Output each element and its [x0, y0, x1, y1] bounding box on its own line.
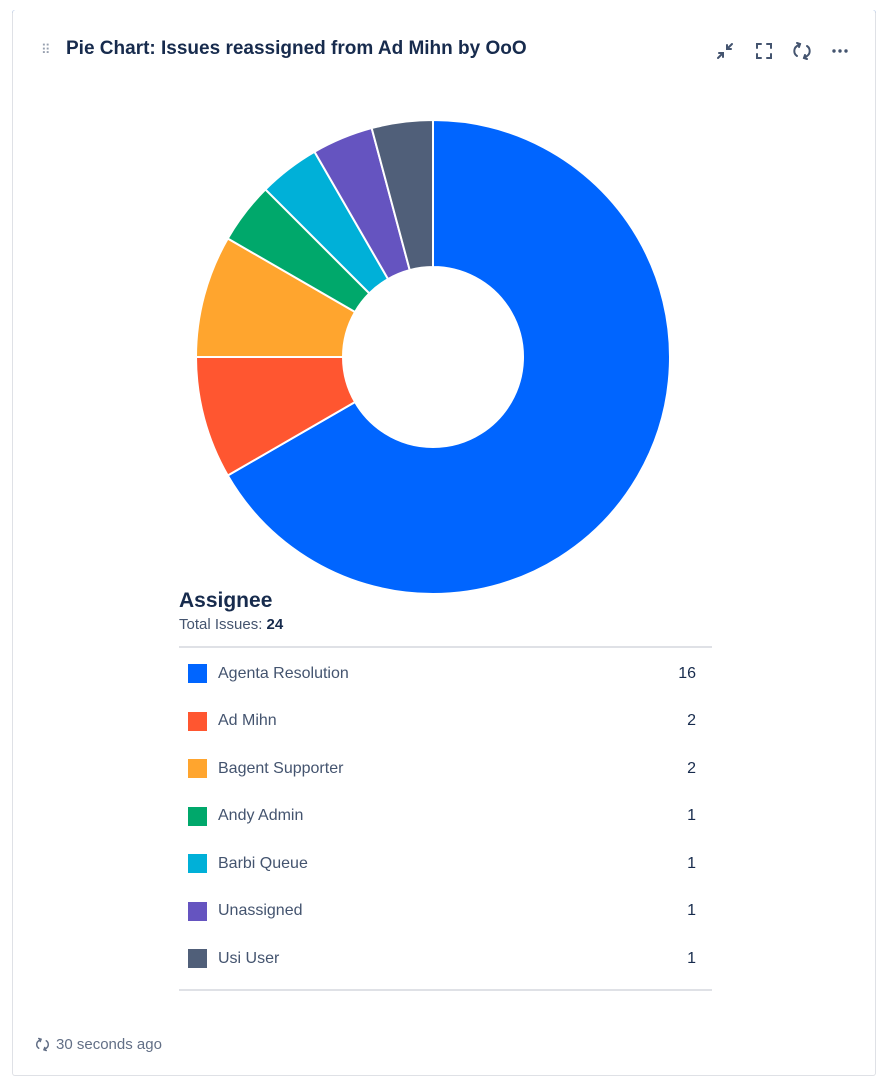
legend-label: Ad Mihn: [218, 712, 277, 730]
more-icon[interactable]: [825, 36, 855, 66]
legend-row[interactable]: Barbi Queue 1: [179, 840, 712, 888]
legend-row[interactable]: Bagent Supporter 2: [179, 745, 712, 793]
legend-row[interactable]: Ad Mihn 2: [179, 698, 712, 746]
total-issues-value: 24: [266, 616, 284, 633]
donut-chart-svg: [194, 118, 671, 595]
legend-row[interactable]: Unassigned 1: [179, 888, 712, 936]
gadget-header: ⠿ Pie Chart: Issues reassigned from Ad M…: [13, 30, 877, 72]
legend-value: 1: [687, 902, 696, 920]
legend-row[interactable]: Usi User 1: [179, 935, 712, 983]
legend-label: Andy Admin: [218, 807, 304, 825]
legend-value: 1: [687, 807, 696, 825]
drag-handle-icon[interactable]: ⠿: [41, 42, 51, 57]
legend-row[interactable]: Andy Admin 1: [179, 793, 712, 841]
gadget-title: Pie Chart: Issues reassigned from Ad Mih…: [66, 38, 527, 59]
legend-swatch: [188, 759, 207, 779]
legend-title: Assignee: [179, 589, 273, 612]
legend-value: 1: [687, 949, 696, 967]
legend: Assignee Total Issues: 24 Agenta Resolut…: [179, 588, 712, 991]
legend-label: Barbi Queue: [218, 854, 308, 872]
legend-value: 1: [687, 854, 696, 872]
legend-swatch: [188, 806, 207, 826]
legend-label: Unassigned: [218, 902, 303, 920]
last-updated: 30 seconds ago: [56, 1036, 162, 1053]
legend-label: Bagent Supporter: [218, 759, 344, 777]
pie-chart-gadget: ⠿ Pie Chart: Issues reassigned from Ad M…: [12, 10, 876, 1076]
legend-value: 2: [687, 759, 696, 777]
legend-swatch: [188, 901, 207, 921]
legend-row[interactable]: Agenta Resolution 16: [179, 650, 712, 698]
legend-swatch: [188, 854, 207, 874]
fullscreen-icon[interactable]: [749, 36, 779, 66]
legend-swatch: [188, 949, 207, 969]
legend-label: Usi User: [218, 949, 280, 967]
legend-list: Agenta Resolution 16 Ad Mihn 2 Bagent Suppor…: [179, 646, 712, 991]
legend-value: 2: [687, 712, 696, 730]
legend-value: 16: [678, 664, 696, 682]
gadget-footer: 30 seconds ago: [35, 1036, 162, 1053]
donut-chart: [13, 100, 877, 610]
minimize-icon[interactable]: [710, 36, 740, 66]
legend-label: Agenta Resolution: [218, 664, 349, 682]
legend-swatch: [188, 664, 207, 684]
pie-slice-usi-user[interactable]: [370, 118, 434, 272]
pie-slice-agenta-resolution[interactable]: [226, 118, 671, 595]
total-issues: Total Issues: 24: [179, 616, 712, 634]
legend-swatch: [188, 711, 207, 731]
refresh-small-icon: [35, 1037, 50, 1052]
refresh-icon[interactable]: [787, 36, 817, 66]
total-issues-label: Total Issues:: [179, 616, 263, 633]
